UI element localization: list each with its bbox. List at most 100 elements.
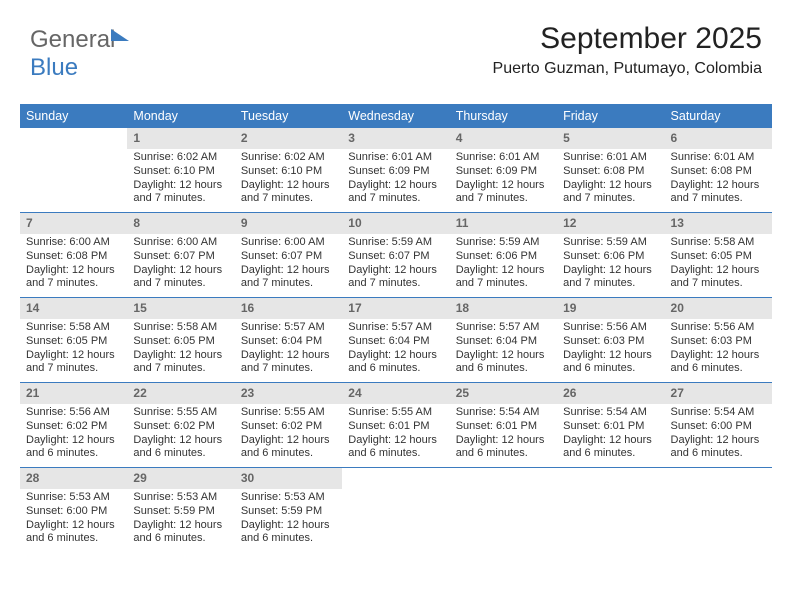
sunset-text: Sunset: 6:07 PM (241, 250, 336, 264)
daylight-text: Daylight: 12 hours and 7 minutes. (241, 179, 336, 207)
calendar-day: 22Sunrise: 5:55 AMSunset: 6:02 PMDayligh… (127, 383, 234, 467)
calendar: Sunday Monday Tuesday Wednesday Thursday… (20, 104, 772, 552)
sunset-text: Sunset: 6:10 PM (241, 165, 336, 179)
calendar-day: 2 Sunrise: 6:02 AMSunset: 6:10 PMDaylight… (235, 128, 342, 212)
day-number: 17 (342, 298, 449, 319)
calendar-day: 20Sunrise: 5:56 AMSunset: 6:03 PMDayligh… (665, 298, 772, 382)
daylight-text: Daylight: 12 hours and 6 minutes. (671, 434, 766, 462)
calendar-week: 28Sunrise: 5:53 AMSunset: 6:00 PMDayligh… (20, 468, 772, 552)
day-number: 19 (557, 298, 664, 319)
sunset-text: Sunset: 5:59 PM (241, 505, 336, 519)
calendar-day: 29Sunrise: 5:53 AMSunset: 5:59 PMDayligh… (127, 468, 234, 552)
day-body: Sunrise: 5:59 AMSunset: 6:06 PMDaylight:… (557, 234, 664, 297)
calendar-week: 14Sunrise: 5:58 AMSunset: 6:05 PMDayligh… (20, 298, 772, 383)
daylight-text: Daylight: 12 hours and 6 minutes. (241, 519, 336, 547)
calendar-day: 25Sunrise: 5:54 AMSunset: 6:01 PMDayligh… (450, 383, 557, 467)
day-number: 16 (235, 298, 342, 319)
daylight-text: Daylight: 12 hours and 6 minutes. (348, 349, 443, 377)
day-body: Sunrise: 5:56 AMSunset: 6:03 PMDaylight:… (557, 319, 664, 382)
sunrise-text: Sunrise: 5:56 AM (563, 321, 658, 335)
header-sunday: Sunday (20, 104, 127, 128)
day-number: 4 (450, 128, 557, 149)
calendar-week: 1Sunrise: 6:02 AMSunset: 6:10 PMDaylight… (20, 128, 772, 213)
day-number: 20 (665, 298, 772, 319)
day-body: Sunrise: 5:58 AMSunset: 6:05 PMDaylight:… (127, 319, 234, 382)
calendar-day: 16Sunrise: 5:57 AMSunset: 6:04 PMDayligh… (235, 298, 342, 382)
day-body: Sunrise: 6:00 AMSunset: 6:08 PMDaylight:… (20, 234, 127, 297)
day-body: Sunrise: 6:01 AMSunset: 6:08 PMDaylight:… (557, 149, 664, 212)
day-body: Sunrise: 6:00 AMSunset: 6:07 PMDaylight:… (235, 234, 342, 297)
sunrise-text: Sunrise: 6:00 AM (26, 236, 121, 250)
daylight-text: Daylight: 12 hours and 7 minutes. (563, 179, 658, 207)
sunrise-text: Sunrise: 5:55 AM (348, 406, 443, 420)
calendar-day: 6Sunrise: 6:01 AMSunset: 6:08 PMDaylight… (665, 128, 772, 212)
day-body: Sunrise: 6:01 AMSunset: 6:09 PMDaylight:… (342, 149, 449, 212)
day-body: Sunrise: 6:00 AMSunset: 6:07 PMDaylight:… (127, 234, 234, 297)
sunset-text: Sunset: 6:05 PM (671, 250, 766, 264)
day-number: 21 (20, 383, 127, 404)
daylight-text: Daylight: 12 hours and 7 minutes. (456, 179, 551, 207)
daylight-text: Daylight: 12 hours and 6 minutes. (241, 434, 336, 462)
day-number: 12 (557, 213, 664, 234)
day-body: Sunrise: 5:58 AMSunset: 6:05 PMDaylight:… (20, 319, 127, 382)
day-number: 2 (235, 128, 342, 149)
sunset-text: Sunset: 6:06 PM (563, 250, 658, 264)
sunrise-text: Sunrise: 5:53 AM (241, 491, 336, 505)
sunset-text: Sunset: 6:03 PM (563, 335, 658, 349)
day-body: Sunrise: 5:54 AMSunset: 6:00 PMDaylight:… (665, 404, 772, 467)
daylight-text: Daylight: 12 hours and 6 minutes. (456, 434, 551, 462)
sunset-text: Sunset: 6:04 PM (348, 335, 443, 349)
day-number: 8 (127, 213, 234, 234)
daylight-text: Daylight: 12 hours and 7 minutes. (241, 264, 336, 292)
logo-text-2: Blue (30, 54, 78, 81)
sunrise-text: Sunrise: 5:56 AM (26, 406, 121, 420)
sunset-text: Sunset: 6:01 PM (348, 420, 443, 434)
calendar-week: 21Sunrise: 5:56 AMSunset: 6:02 PMDayligh… (20, 383, 772, 468)
day-number: 5 (557, 128, 664, 149)
sunrise-text: Sunrise: 6:02 AM (241, 151, 336, 165)
calendar-day: 1Sunrise: 6:02 AMSunset: 6:10 PMDaylight… (127, 128, 234, 212)
sunset-text: Sunset: 6:01 PM (456, 420, 551, 434)
day-body: Sunrise: 5:57 AMSunset: 6:04 PMDaylight:… (235, 319, 342, 382)
sunrise-text: Sunrise: 5:57 AM (456, 321, 551, 335)
daylight-text: Daylight: 12 hours and 7 minutes. (348, 264, 443, 292)
sunset-text: Sunset: 6:02 PM (133, 420, 228, 434)
daylight-text: Daylight: 12 hours and 7 minutes. (563, 264, 658, 292)
sunset-text: Sunset: 6:00 PM (26, 505, 121, 519)
sunset-text: Sunset: 6:04 PM (241, 335, 336, 349)
sunset-text: Sunset: 6:02 PM (241, 420, 336, 434)
day-number: 1 (127, 128, 234, 149)
sunrise-text: Sunrise: 6:01 AM (456, 151, 551, 165)
sunset-text: Sunset: 6:02 PM (26, 420, 121, 434)
header-friday: Friday (557, 104, 664, 128)
calendar-day: 14Sunrise: 5:58 AMSunset: 6:05 PMDayligh… (20, 298, 127, 382)
daylight-text: Daylight: 12 hours and 6 minutes. (348, 434, 443, 462)
day-number: 24 (342, 383, 449, 404)
day-number: 25 (450, 383, 557, 404)
daylight-text: Daylight: 12 hours and 7 minutes. (26, 349, 121, 377)
calendar-day: 4 Sunrise: 6:01 AMSunset: 6:09 PMDaylight… (450, 128, 557, 212)
day-body: Sunrise: 6:02 AMSunset: 6:10 PMDaylight:… (127, 149, 234, 212)
calendar-day: 5Sunrise: 6:01 AMSunset: 6:08 PMDaylight… (557, 128, 664, 212)
day-number: 10 (342, 213, 449, 234)
day-number: 23 (235, 383, 342, 404)
sunset-text: Sunset: 6:07 PM (133, 250, 228, 264)
day-body: Sunrise: 5:55 AMSunset: 6:02 PMDaylight:… (235, 404, 342, 467)
header-saturday: Saturday (665, 104, 772, 128)
sunrise-text: Sunrise: 5:58 AM (26, 321, 121, 335)
calendar-day: 30Sunrise: 5:53 AMSunset: 5:59 PMDayligh… (235, 468, 342, 552)
sunset-text: Sunset: 6:09 PM (456, 165, 551, 179)
sunrise-text: Sunrise: 5:54 AM (671, 406, 766, 420)
sunrise-text: Sunrise: 5:55 AM (241, 406, 336, 420)
calendar-day: 21Sunrise: 5:56 AMSunset: 6:02 PMDayligh… (20, 383, 127, 467)
sunset-text: Sunset: 6:09 PM (348, 165, 443, 179)
day-number: 7 (20, 213, 127, 234)
header-tuesday: Tuesday (235, 104, 342, 128)
calendar-day: 15Sunrise: 5:58 AMSunset: 6:05 PMDayligh… (127, 298, 234, 382)
calendar-week: 7Sunrise: 6:00 AMSunset: 6:08 PMDaylight… (20, 213, 772, 298)
header-thursday: Thursday (450, 104, 557, 128)
daylight-text: Daylight: 12 hours and 6 minutes. (133, 519, 228, 547)
calendar-day: 19Sunrise: 5:56 AMSunset: 6:03 PMDayligh… (557, 298, 664, 382)
day-number: 27 (665, 383, 772, 404)
daylight-text: Daylight: 12 hours and 7 minutes. (671, 179, 766, 207)
